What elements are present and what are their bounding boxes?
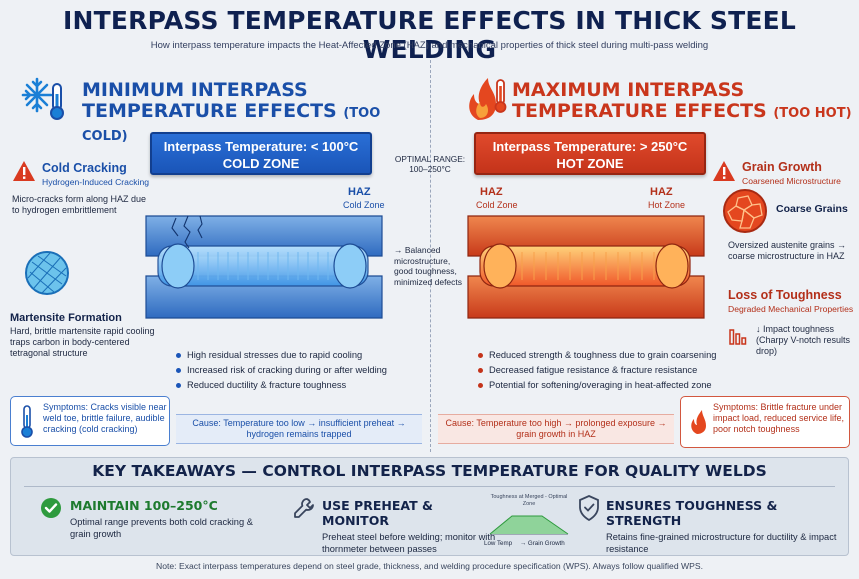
cold-symptoms-text: Symptoms: Cracks visible near weld toe, … [43, 402, 167, 434]
mini-graph-low: Low Temp [484, 540, 513, 547]
takeaway-maintain: MAINTAIN 100–250°C Optimal range prevent… [70, 498, 270, 540]
hot-heading-tag: (TOO HOT) [773, 106, 852, 121]
cold-cracking-desc: Micro-cracks form along HAZ due to hydro… [12, 194, 147, 215]
takeaway-toughness-heading: ENSURES TOUGHNESS & STRENGTH [606, 498, 778, 528]
check-circle-icon [40, 497, 62, 519]
center-divider [430, 60, 431, 452]
bar-chart-icon [728, 324, 750, 346]
hot-cause-banner: Cause: Temperature too high → prolonged … [438, 414, 674, 444]
grain-growth-title: Grain Growth [742, 160, 822, 174]
cold-haz-label: HAZ [348, 186, 371, 198]
thermometer-icon [19, 405, 35, 439]
toughness-desc: ↓ Impact toughness (Charpy V-notch resul… [756, 324, 851, 356]
cold-haz-sublabel: Cold Zone [343, 200, 385, 210]
cold-heading: MINIMUM INTERPASS TEMPERATURE EFFECTS (T… [82, 80, 422, 147]
mini-graph-high: → Grain Growth [520, 540, 565, 547]
optimal-range-label: OPTIMAL RANGE: [394, 154, 466, 164]
mini-graph-title: Toughness at Merged - Optimal Zone [490, 494, 568, 507]
hot-haz-right-label: HAZ [650, 186, 673, 198]
takeaway-toughness-desc: Retains fine-grained microstructure for … [606, 532, 837, 554]
wrench-icon [292, 496, 316, 520]
flame-thermometer-icon [464, 74, 508, 122]
cold-heading-line1: MINIMUM INTERPASS [82, 79, 308, 101]
hot-bullet-list: Reduced strength & toughness due to grai… [478, 348, 738, 393]
optimal-range-value: 100–250°C [409, 164, 451, 174]
cold-bullet: High residual stresses due to rapid cool… [176, 348, 426, 363]
warning-icon [12, 160, 36, 182]
page-title: INTERPASS TEMPERATURE EFFECTS IN THICK S… [62, 6, 797, 64]
takeaway-maintain-desc: Optimal range prevents both cold crackin… [70, 517, 253, 539]
takeaway-preheat-heading: USE PREHEAT & MONITOR [322, 498, 433, 528]
martensite-desc: Hard, brittle martensite rapid cooling t… [10, 326, 155, 358]
coarse-grain-icon [722, 188, 768, 234]
hot-weld-diagram [460, 208, 712, 326]
takeaway-preheat-desc: Preheat steel before welding; monitor wi… [322, 532, 496, 554]
balanced-note: → Balanced microstructure, good toughnes… [394, 245, 463, 287]
hot-haz-right-sublabel: Hot Zone [648, 200, 686, 210]
cold-bullet: Reduced ductility & fracture toughness [176, 378, 426, 393]
cold-zone-label: COLD ZONE [222, 156, 300, 171]
hot-zone-temp: Interpass Temperature: > 250°C [492, 139, 688, 154]
coarse-grains-label: Coarse Grains [776, 203, 848, 215]
cold-cracking-title: Cold Cracking [42, 161, 127, 175]
hot-haz-left-label: HAZ [480, 186, 503, 198]
hot-haz-left-sublabel: Cold Zone [476, 200, 518, 210]
cold-zone-temp: Interpass Temperature: < 100°C [163, 139, 359, 154]
footer-note: Note: Exact interpass temperatures depen… [156, 561, 703, 571]
hot-symptoms-box: Symptoms: Brittle fracture under impact … [680, 396, 850, 448]
cold-cracking-subtitle: Hydrogen-Induced Cracking [42, 177, 150, 187]
optimal-range: OPTIMAL RANGE: 100–250°C [384, 154, 476, 174]
shield-check-icon [578, 495, 600, 522]
key-takeaways-panel [10, 457, 849, 556]
hot-symptoms-text: Symptoms: Brittle fracture under impact … [713, 402, 845, 434]
mini-toughness-graph: Toughness at Merged - Optimal Zone Low T… [484, 494, 574, 552]
hot-heading-line1: MAXIMUM INTERPASS [512, 79, 745, 101]
cold-weld-diagram [138, 208, 390, 326]
takeaway-preheat: USE PREHEAT & MONITOR Preheat steel befo… [322, 498, 502, 555]
toughness-subtitle: Degraded Mechanical Properties [728, 304, 854, 314]
hot-bullet: Reduced strength & toughness due to grai… [478, 348, 738, 363]
key-takeaways-divider [24, 486, 835, 487]
flame-icon [689, 409, 707, 435]
hot-heading-line2: TEMPERATURE EFFECTS [512, 100, 767, 122]
page-subtitle: How interpass temperature impacts the He… [150, 40, 709, 51]
takeaway-toughness: ENSURES TOUGHNESS & STRENGTH Retains fin… [606, 498, 842, 555]
cold-heading-line2: TEMPERATURE EFFECTS [82, 100, 337, 122]
key-takeaways-title: KEY TAKEAWAYS — CONTROL INTERPASS TEMPER… [92, 462, 767, 480]
hot-zone-box: Interpass Temperature: > 250°C HOT ZONE [474, 132, 706, 175]
cold-bullet: Increased risk of cracking during or aft… [176, 363, 426, 378]
takeaway-maintain-heading: MAINTAIN 100–250°C [70, 498, 218, 513]
hot-zone-label: HOT ZONE [556, 156, 624, 171]
martensite-grain-icon [24, 250, 70, 296]
cold-cause-banner: Cause: Temperature too low → insufficien… [176, 414, 422, 444]
martensite-title: Martensite Formation [10, 312, 122, 324]
hot-heading: MAXIMUM INTERPASS TEMPERATURE EFFECTS (T… [512, 80, 852, 124]
toughness-title: Loss of Toughness [728, 288, 842, 302]
cold-symptoms-box: Symptoms: Cracks visible near weld toe, … [10, 396, 170, 446]
hot-bullet: Potential for softening/overaging in hea… [478, 378, 738, 393]
warning-icon [712, 160, 736, 182]
grain-growth-desc: Oversized austenite grains → coarse micr… [728, 240, 847, 261]
grain-growth-subtitle: Coarsened Microstructure [742, 176, 841, 186]
cold-heading-tag: (TOO COLD) [82, 106, 381, 144]
hot-bullet: Decreased fatigue resistance & fracture … [478, 363, 738, 378]
cold-bullet-list: High residual stresses due to rapid cool… [176, 348, 426, 393]
snowflake-thermometer-icon [20, 74, 68, 122]
cold-zone-box: Interpass Temperature: < 100°C COLD ZONE [150, 132, 372, 175]
